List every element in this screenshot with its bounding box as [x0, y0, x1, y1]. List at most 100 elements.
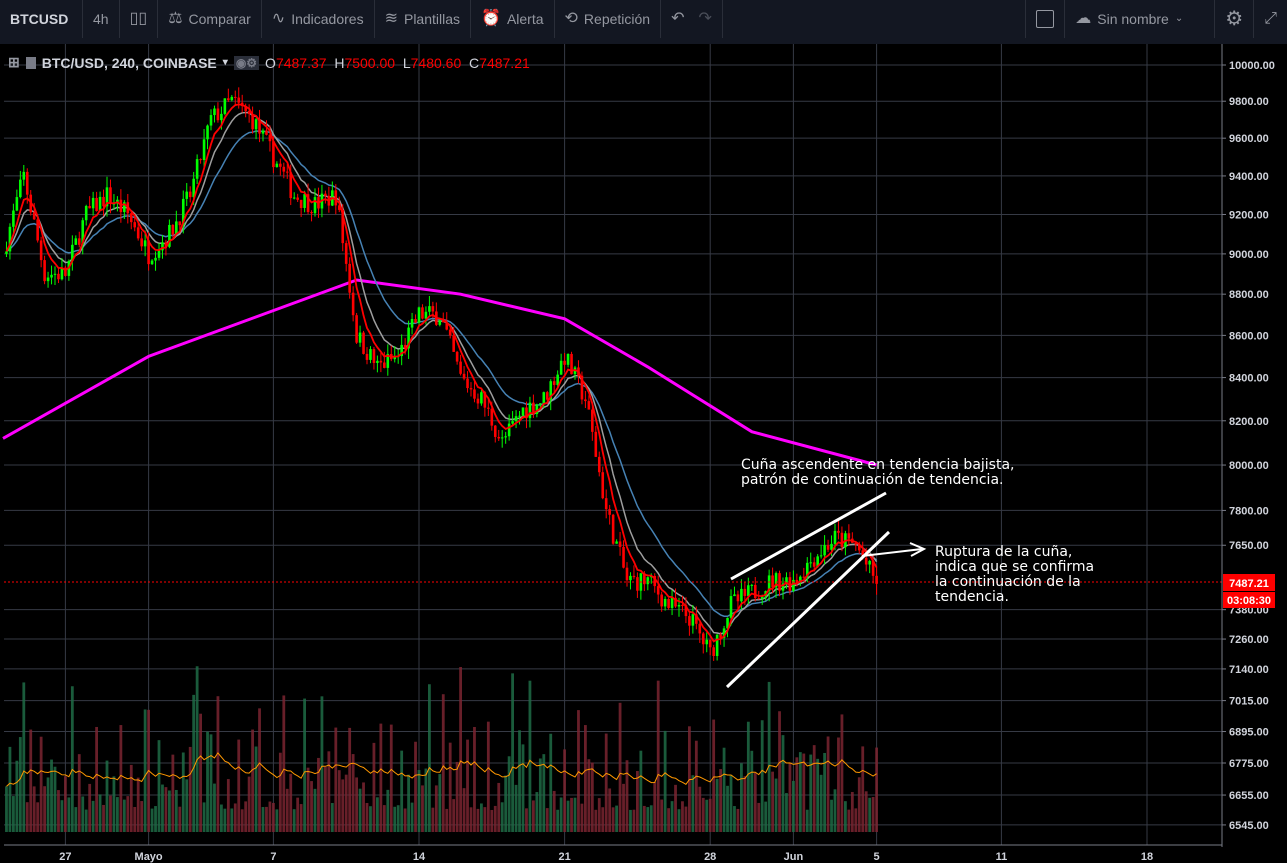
candle-body — [417, 307, 421, 323]
volume-bar — [857, 777, 861, 832]
volume-bar — [798, 752, 802, 832]
settings-button[interactable]: ⚙ — [1215, 0, 1255, 38]
candle-body — [608, 509, 611, 515]
candle-body — [438, 320, 442, 325]
candle-body — [455, 351, 459, 362]
volume-bar — [25, 802, 29, 832]
volume-bar — [299, 804, 303, 832]
volume-bar — [698, 786, 702, 832]
compare-button[interactable]: ⚖ Comparar — [158, 0, 262, 38]
volume-bar — [362, 782, 365, 832]
candle-body — [91, 197, 95, 209]
candle-body — [809, 562, 813, 564]
candle-body — [559, 360, 563, 375]
wedge-annotation[interactable]: Cuña ascendente en tendencia bajista, pa… — [741, 458, 1015, 488]
volume-bar — [407, 774, 410, 832]
volume-bar — [753, 772, 757, 832]
symbol-button[interactable]: BTCUSD — [0, 0, 83, 38]
templates-label: Plantillas — [403, 11, 461, 27]
candle-body — [98, 196, 102, 212]
volume-bar — [837, 737, 840, 832]
candle-body — [701, 633, 705, 645]
volume-bar — [840, 714, 844, 832]
undo-icon[interactable]: ↶ — [671, 10, 685, 27]
wedge-upper-trendline[interactable] — [730, 491, 887, 581]
volume-bar — [875, 747, 878, 832]
candle-body — [424, 311, 428, 319]
candle-body — [514, 416, 518, 422]
candle-body — [670, 597, 674, 608]
volume-bar — [143, 709, 147, 832]
volume-bar — [525, 808, 528, 832]
alert-button[interactable]: ⏰ Alerta — [471, 0, 555, 38]
volume-bar — [781, 735, 785, 832]
chart-type-button[interactable]: ▯▯ — [120, 0, 159, 38]
candle-body — [334, 190, 338, 206]
candle-body — [140, 238, 143, 247]
volume-bar — [469, 807, 473, 832]
series-title[interactable]: BTC/USD, 240, COINBASE — [41, 54, 217, 71]
breakout-arrow[interactable] — [861, 548, 923, 557]
price-chart[interactable]: 10000.00 9800.00 9600.00 9400.00 9200.00 9000… — [0, 44, 1287, 863]
caret-down-icon[interactable]: ▾ — [222, 57, 228, 68]
candle-body — [587, 401, 591, 410]
replay-button[interactable]: ⟲ Repetición — [555, 0, 662, 38]
candle-body — [854, 542, 858, 545]
interval-button[interactable]: 4h — [83, 0, 120, 38]
candle-body — [674, 597, 677, 607]
chevron-down-icon[interactable]: ⌄ — [1174, 13, 1184, 24]
breakout-annotation[interactable]: Ruptura de la cuña, indica que se confir… — [935, 545, 1094, 605]
candle-body — [681, 604, 684, 606]
save-layout-button[interactable]: ☁ Sin nombre ⌄ — [1065, 0, 1216, 38]
redo-icon[interactable]: ↷ — [698, 10, 712, 27]
candle-body — [719, 634, 722, 638]
candle-body — [351, 292, 355, 316]
candle-body — [632, 575, 636, 578]
candle-body — [497, 436, 501, 439]
candle-body — [695, 614, 698, 624]
volume-bar — [268, 801, 272, 832]
candle-body — [445, 322, 449, 330]
volume-bar — [622, 783, 625, 832]
visibility-icon[interactable]: ◉⚙ — [233, 55, 260, 70]
volume-bar — [636, 771, 639, 832]
volume-bar — [868, 797, 872, 832]
annotation-line: Ruptura de la cuña, — [935, 544, 1073, 560]
candle-body — [591, 409, 594, 432]
candle-body — [324, 193, 327, 196]
y-tick-label: 8200.00 — [1229, 416, 1269, 428]
candle-body — [480, 392, 483, 404]
volume-bar — [830, 799, 833, 832]
single-layout-button[interactable] — [1026, 0, 1066, 38]
candle-body — [247, 111, 251, 114]
price-axis[interactable] — [1222, 44, 1287, 863]
candle-body — [677, 604, 681, 607]
volume-bar — [258, 708, 261, 832]
volume-bar — [199, 713, 202, 832]
volume-bar — [22, 682, 26, 832]
candle-body — [622, 546, 625, 568]
volume-bar — [254, 746, 258, 832]
candle-body — [511, 421, 514, 424]
candle-body — [71, 244, 74, 262]
volume-bar — [826, 736, 830, 832]
x-tick-label: 21 — [558, 851, 570, 863]
candle-body — [386, 353, 390, 368]
volume-bar — [5, 786, 8, 832]
templates-button[interactable]: ≋ Plantillas — [375, 0, 472, 38]
candle-body — [653, 575, 657, 587]
indicators-button[interactable]: ∿ Indicadores — [262, 0, 375, 38]
volume-bar — [376, 797, 379, 832]
flag-icon[interactable] — [25, 56, 36, 69]
candle-body — [421, 307, 424, 319]
volume-ma-line — [6, 752, 877, 787]
volume-bar — [174, 789, 178, 832]
wedge-lower-trendline[interactable] — [725, 530, 891, 689]
volume-bar — [566, 800, 570, 832]
volume-bar — [382, 805, 386, 832]
volume-bar — [719, 769, 722, 832]
expand-icon[interactable]: ⊞ — [8, 54, 20, 70]
templates-icon: ≋ — [384, 10, 398, 27]
candle-body — [261, 130, 265, 134]
fullscreen-button[interactable]: ⤢ — [1254, 0, 1287, 38]
